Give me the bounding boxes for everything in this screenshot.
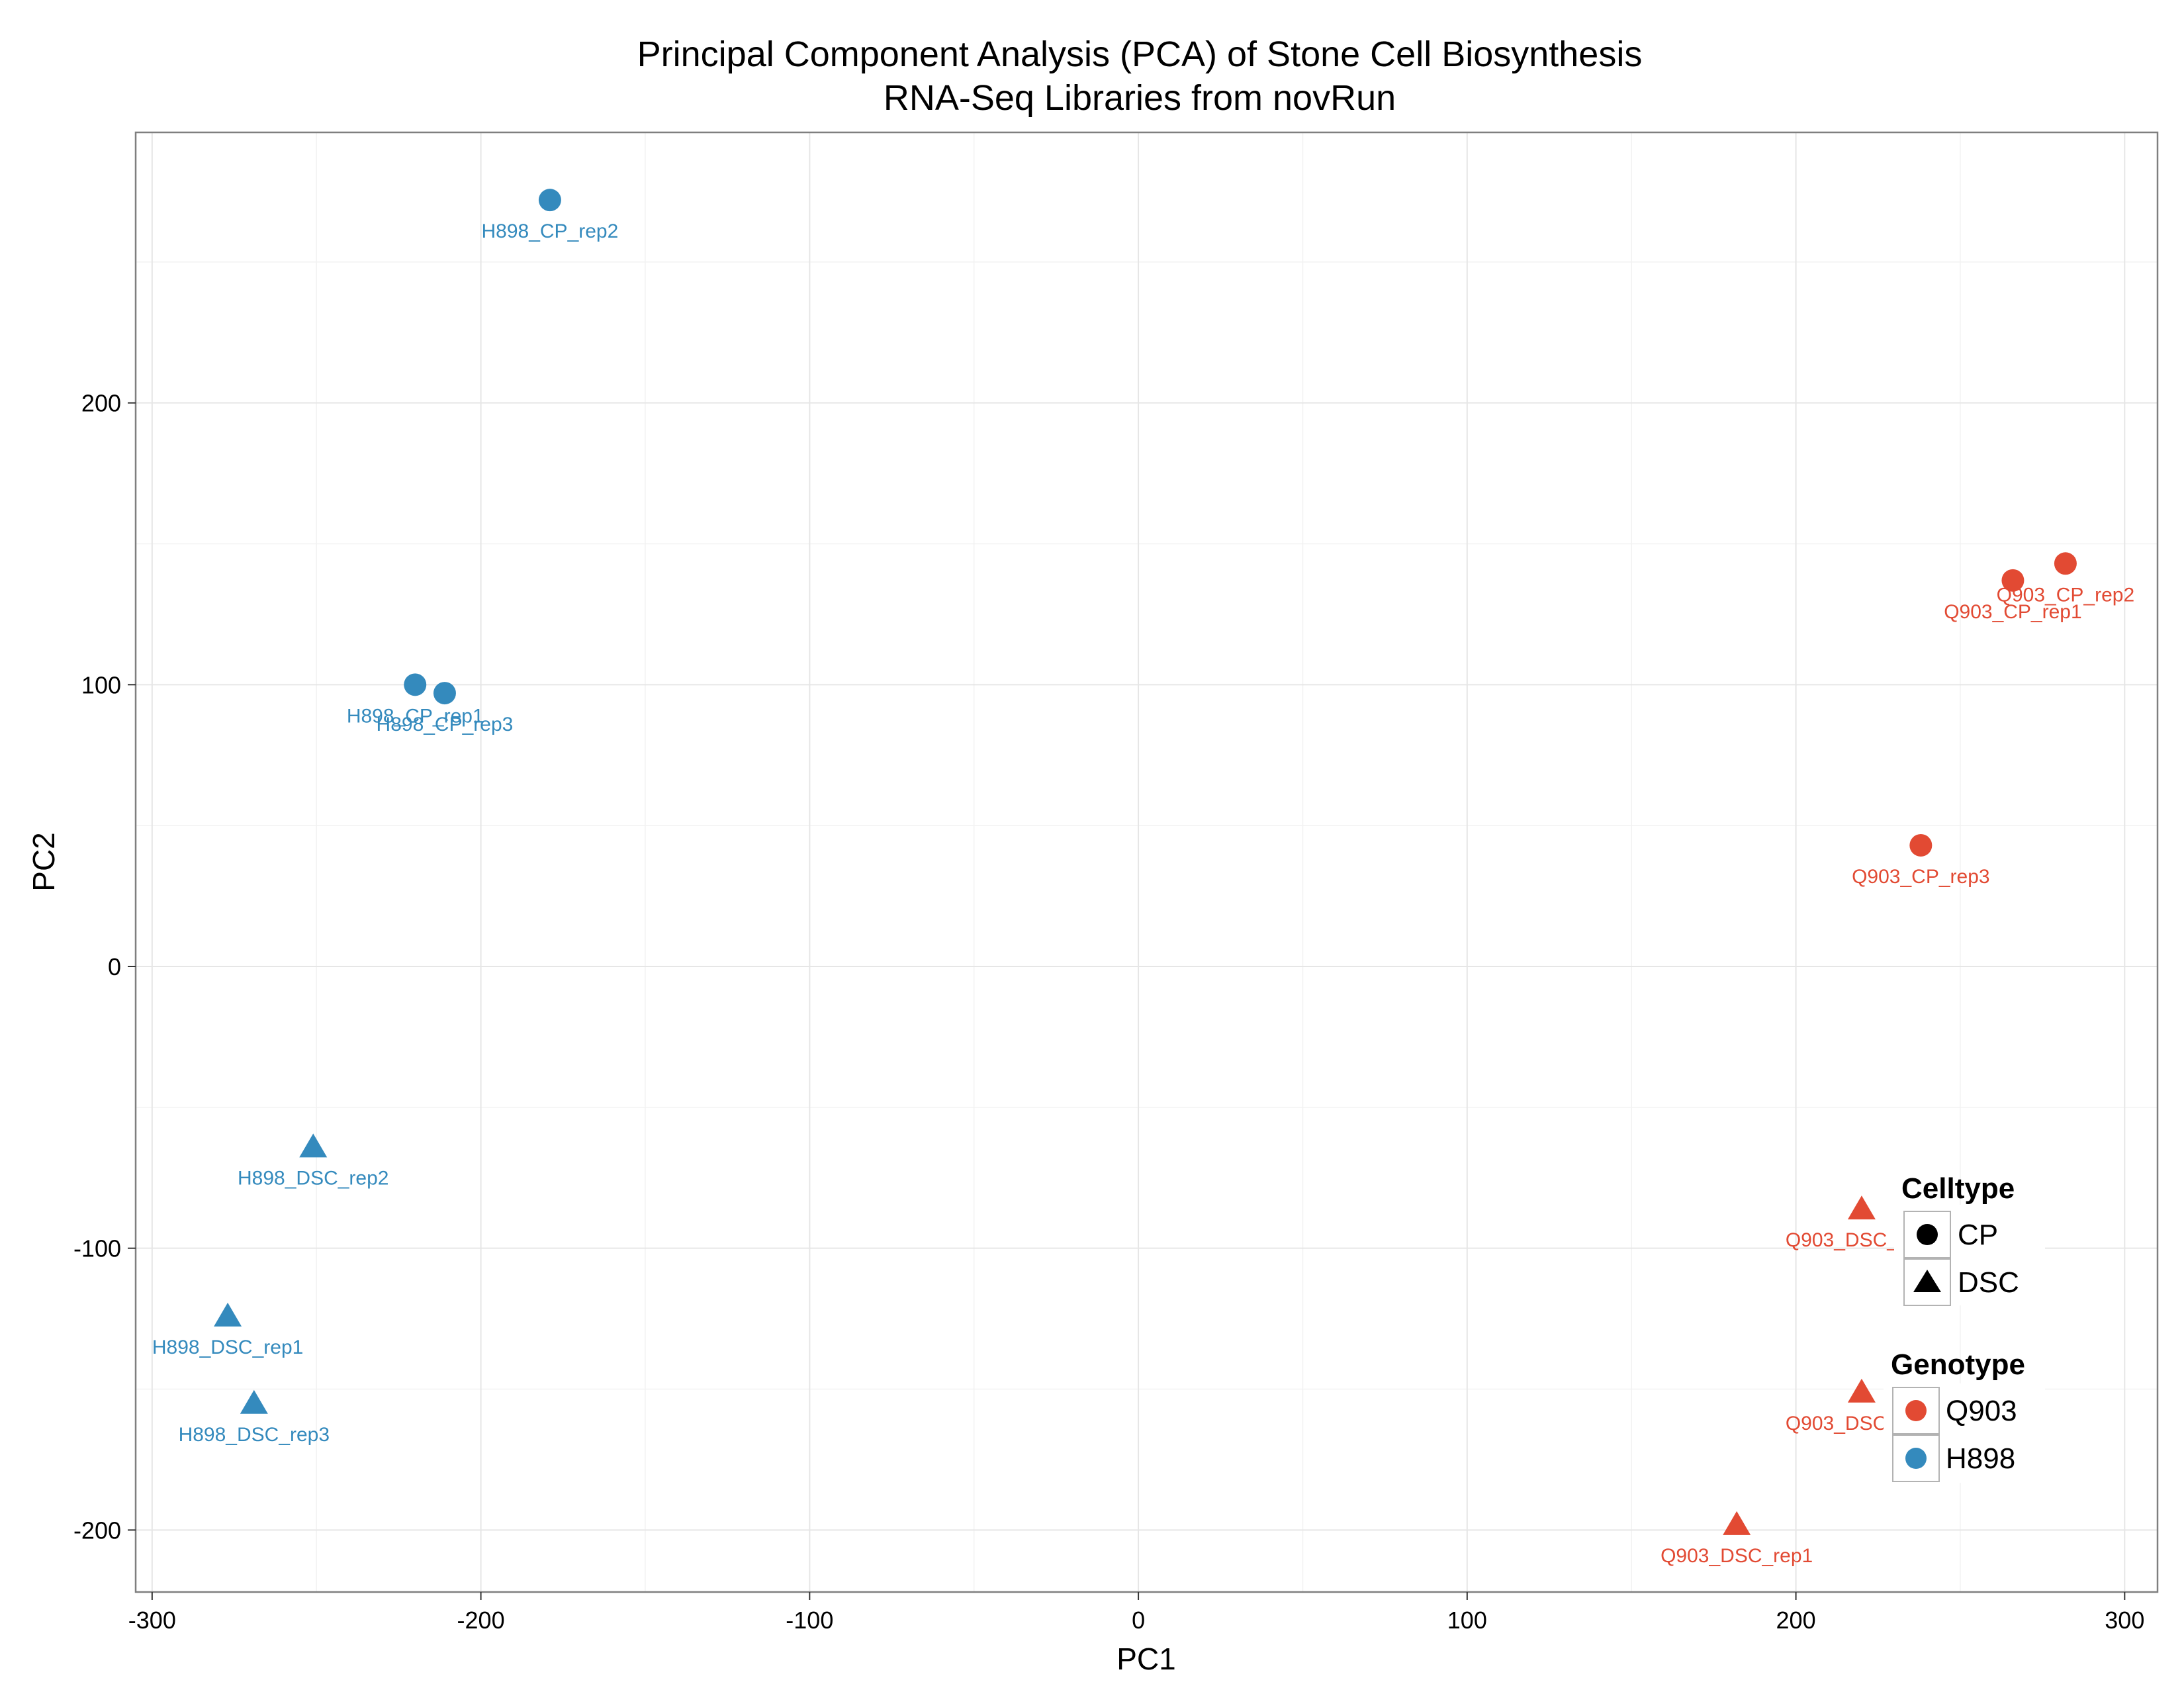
x-tick-label: -100 bbox=[786, 1607, 833, 1634]
y-tick-label: 0 bbox=[108, 953, 121, 980]
point-label: Q903_CP_rep3 bbox=[1852, 866, 1989, 888]
y-axis: -200 -100 0 100 200 bbox=[73, 390, 136, 1544]
y-tick-label: 200 bbox=[81, 390, 121, 417]
point-label: H898_CP_rep3 bbox=[377, 714, 514, 735]
y-tick-label: -100 bbox=[73, 1235, 121, 1262]
point-marker bbox=[1847, 1378, 1876, 1403]
x-axis-label: PC1 bbox=[1116, 1642, 1175, 1676]
point-label: H898_DSC_rep1 bbox=[152, 1336, 303, 1358]
legend-entry-label: Q903 bbox=[1946, 1395, 2017, 1427]
point-label: H898_DSC_rep3 bbox=[179, 1424, 330, 1446]
legend-entry-label: CP bbox=[1958, 1219, 1998, 1251]
point-marker bbox=[433, 682, 456, 705]
legend-key-circle bbox=[1905, 1448, 1927, 1469]
y-tick-label: -200 bbox=[73, 1517, 121, 1544]
x-tick-label: 100 bbox=[1447, 1607, 1487, 1634]
point-marker bbox=[2054, 552, 2077, 575]
legend-entry-label: DSC bbox=[1958, 1266, 2019, 1299]
chart-title-line-2: RNA-Seq Libraries from novRun bbox=[884, 78, 1396, 118]
genotype-legend-title: Genotype bbox=[1891, 1348, 2025, 1381]
legend-key-triangle bbox=[1913, 1270, 1941, 1292]
legend: Celltype CP DSC Genotype Q903 H898 bbox=[1884, 1172, 2045, 1483]
major-gridlines bbox=[136, 132, 2158, 1592]
point-marker bbox=[240, 1389, 268, 1414]
point-marker bbox=[299, 1133, 328, 1158]
x-tick-label: 300 bbox=[2105, 1607, 2144, 1634]
point-marker bbox=[2001, 569, 2025, 592]
x-tick-label: 0 bbox=[1132, 1607, 1145, 1634]
y-axis-label: PC2 bbox=[26, 832, 61, 891]
legend-key bbox=[1892, 1387, 1940, 1434]
legend-entry-label: H898 bbox=[1946, 1442, 2015, 1475]
legend-key-circle bbox=[1905, 1400, 1927, 1421]
point-label: Q903_DSC_rep1 bbox=[1661, 1545, 1813, 1567]
point-label: H898_CP_rep2 bbox=[481, 220, 618, 242]
x-axis: -300 -200 -100 0 100 200 300 bbox=[128, 1592, 2144, 1634]
minor-gridlines bbox=[136, 132, 2158, 1592]
point-label: Q903_CP_rep1 bbox=[1944, 601, 2081, 623]
point-label: H898_DSC_rep2 bbox=[238, 1167, 388, 1189]
plot-panel-border bbox=[134, 131, 2159, 1593]
celltype-legend-title: Celltype bbox=[1901, 1172, 2015, 1205]
point-marker bbox=[1723, 1511, 1751, 1535]
point-marker bbox=[214, 1302, 242, 1327]
legend-key-circle bbox=[1917, 1224, 1938, 1245]
point-label: H898_CP_rep1 bbox=[347, 705, 484, 727]
y-tick-label: 100 bbox=[81, 671, 121, 698]
x-tick-label: 200 bbox=[1776, 1607, 1816, 1634]
point-marker bbox=[1847, 1196, 1876, 1220]
point-marker bbox=[1909, 833, 1933, 857]
point-marker bbox=[404, 673, 427, 696]
x-tick-label: -200 bbox=[457, 1607, 505, 1634]
x-tick-label: -300 bbox=[128, 1607, 176, 1634]
point-marker bbox=[538, 189, 561, 212]
chart-title-line-1: Principal Component Analysis (PCA) of St… bbox=[637, 34, 1643, 74]
